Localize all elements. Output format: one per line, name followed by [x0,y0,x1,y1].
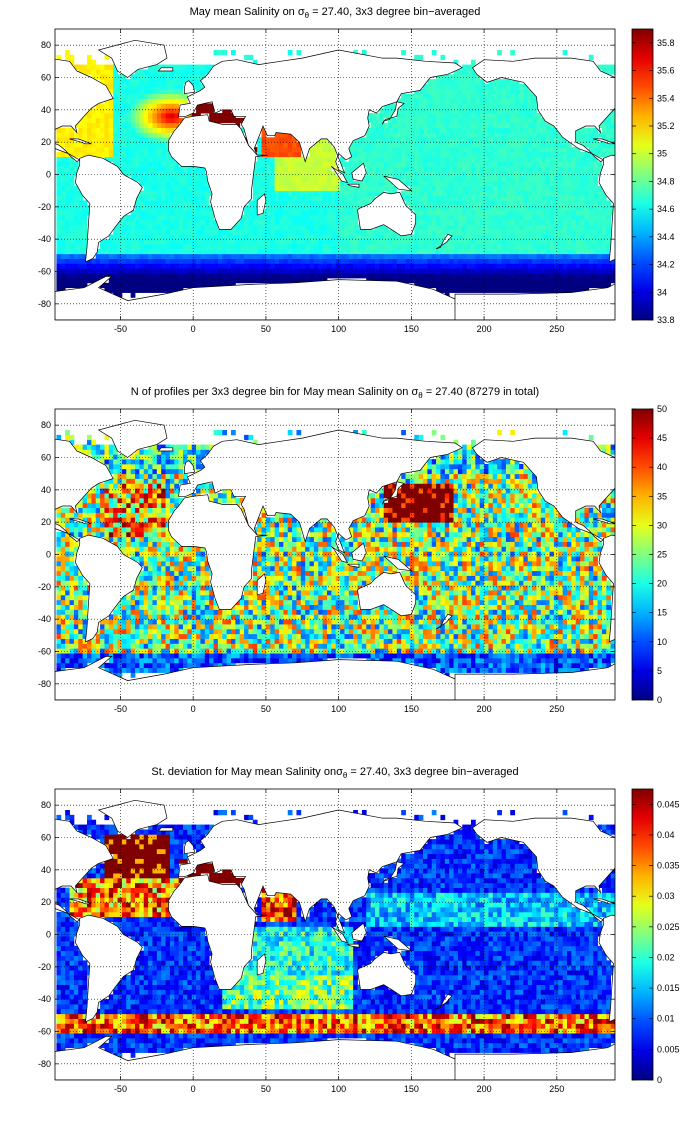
colorbar-tick-label: 0 [657,1075,662,1085]
colorbar-tick-label: 35 [657,491,667,501]
y-tick-label: 80 [41,420,51,430]
x-tick-label: 100 [331,1084,346,1094]
profile-count-map-title: N of profiles per 3x3 degree bin for May… [130,386,540,401]
y-tick-label: -40 [38,614,51,624]
y-tick-label: 0 [46,550,51,560]
colorbar [631,788,654,1081]
x-tick-label: 0 [191,324,196,334]
y-tick-label: 40 [41,485,51,495]
coastlines [55,39,615,320]
x-tick-label: 200 [477,1084,492,1094]
x-tick-label: 200 [477,324,492,334]
y-tick-label: 60 [41,833,51,843]
x-tick-label: 150 [404,324,419,334]
x-tick-label: 50 [261,1084,271,1094]
x-tick-label: 100 [331,704,346,714]
colorbar-tick-label: 45 [657,433,667,443]
colorbar-tick-label: 0.04 [657,830,675,840]
y-tick-label: -20 [38,202,51,212]
stddev-panel: St. deviation for May mean Salinity onσθ… [0,760,696,1140]
colorbar-tick-label: 35.2 [657,121,675,131]
x-tick-label: -50 [114,1084,127,1094]
x-tick-label: 150 [404,1084,419,1094]
colorbar-tick-label: 20 [657,579,667,589]
x-tick-label: 0 [191,704,196,714]
y-tick-label: 80 [41,800,51,810]
colorbar-tick-label: 25 [657,550,667,560]
y-tick-label: -80 [38,1059,51,1069]
y-tick-label: 80 [41,40,51,50]
colorbar-tick-label: 0.01 [657,1014,675,1024]
x-tick-label: 150 [404,704,419,714]
x-tick-label: 250 [549,704,564,714]
data-cells [56,810,615,1058]
colorbar-tick-label: 0.02 [657,952,675,962]
x-tick-label: 100 [331,324,346,334]
colorbar-tick-label: 0.005 [657,1044,680,1054]
y-tick-label: -80 [38,679,51,689]
y-tick-label: 60 [41,453,51,463]
colorbar-tick-label: 0.015 [657,983,680,993]
y-tick-label: -80 [38,299,51,309]
salinity-map: -50 0 50 100 150 200 250806040200-20-40-60-803… [38,28,675,334]
colorbar-tick-label: 5 [657,666,662,676]
colorbar-tick-label: 50 [657,404,667,414]
colorbar-tick-label: 34.2 [657,260,675,270]
y-tick-label: -40 [38,234,51,244]
y-tick-label: -60 [38,1027,51,1037]
colorbar-tick-label: 0.03 [657,891,675,901]
colorbar-tick-label: 34.6 [657,204,675,214]
stddev-map: -50 0 50 100 150 200 250806040200-20-40-60-800… [38,788,680,1094]
x-tick-label: 50 [261,704,271,714]
colorbar-tick-label: 0 [657,695,662,705]
stddev-map-title: St. deviation for May mean Salinity onσθ… [151,766,519,781]
colorbar-tick-label: 33.8 [657,315,675,325]
x-tick-label: 0 [191,1084,196,1094]
colorbar-tick-label: 35.8 [657,38,675,48]
x-tick-label: 250 [549,324,564,334]
y-tick-label: 40 [41,105,51,115]
y-tick-label: -60 [38,647,51,657]
colorbar-tick-label: 30 [657,520,667,530]
colorbar-tick-label: 40 [657,462,667,472]
salinity-panel: May mean Salinity on σθ = 27.40, 3x3 deg… [0,0,696,380]
y-tick-label: 40 [41,865,51,875]
x-tick-label: -50 [114,704,127,714]
salinity-map-title: May mean Salinity on σθ = 27.40, 3x3 deg… [189,6,481,21]
colorbar-tick-label: 35.6 [657,66,675,76]
y-tick-label: 60 [41,73,51,83]
profile-count-map: -50 0 50 100 150 200 250806040200-20-40-60-805… [38,404,667,714]
colorbar-tick-label: 15 [657,608,667,618]
y-tick-label: -40 [38,994,51,1004]
grid-lines [55,29,615,320]
grid-lines [55,409,615,700]
colorbar [631,28,654,321]
colorbar-tick-label: 0.025 [657,922,680,932]
x-tick-label: 200 [477,704,492,714]
data-cells [56,430,615,678]
colorbar-tick-label: 35.4 [657,93,675,103]
colorbar-tick-label: 10 [657,637,667,647]
colorbar-tick-label: 34 [657,287,667,297]
x-tick-label: 250 [549,1084,564,1094]
profile-count-panel: N of profiles per 3x3 degree bin for May… [0,380,696,760]
y-tick-label: 20 [41,897,51,907]
colorbar-tick-label: 35 [657,149,667,159]
colorbar-tick-label: 0.045 [657,799,680,809]
colorbar-tick-label: 34.4 [657,232,675,242]
data-cells [56,50,615,298]
x-tick-label: 50 [261,324,271,334]
y-tick-label: -20 [38,962,51,972]
y-tick-label: -60 [38,267,51,277]
y-tick-label: 20 [41,137,51,147]
colorbar-tick-label: 0.035 [657,861,680,871]
grid-lines [55,789,615,1080]
y-tick-label: 0 [46,930,51,940]
y-tick-label: -20 [38,582,51,592]
y-tick-label: 20 [41,517,51,527]
x-tick-label: -50 [114,324,127,334]
y-tick-label: 0 [46,170,51,180]
colorbar-tick-label: 34.8 [657,176,675,186]
